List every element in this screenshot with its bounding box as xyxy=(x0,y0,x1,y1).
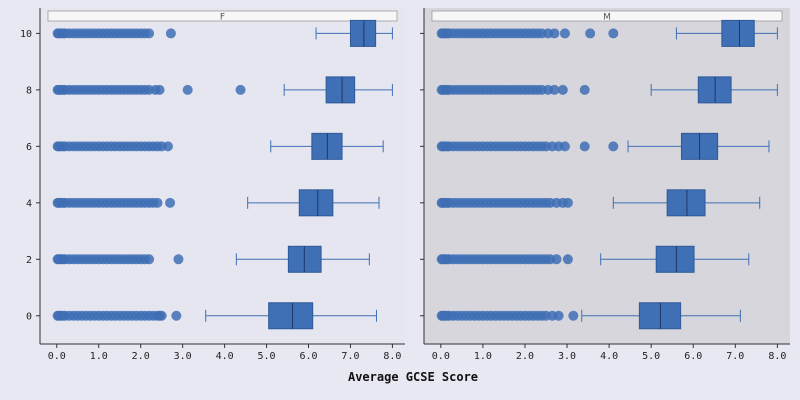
outlier-point xyxy=(173,254,184,265)
outlier-point xyxy=(171,310,182,321)
panel-background xyxy=(40,8,405,344)
strip-label: M xyxy=(603,13,611,23)
outlier-point xyxy=(154,84,165,95)
outlier-point xyxy=(144,254,155,265)
outlier-point xyxy=(557,84,568,95)
x-tick-label: 1.0 xyxy=(90,351,108,362)
x-tick-label: 7.0 xyxy=(726,351,744,362)
outlier-point xyxy=(182,84,193,95)
box-group xyxy=(436,245,750,273)
x-tick-label: 0.0 xyxy=(432,351,450,362)
outlier-point xyxy=(144,28,155,39)
outlier-point xyxy=(235,84,246,95)
x-tick-label: 8.0 xyxy=(383,351,401,362)
x-tick-label: 6.0 xyxy=(299,351,317,362)
box-group xyxy=(436,302,741,330)
outlier-point xyxy=(165,197,176,208)
y-tick-label: 2 xyxy=(26,255,32,266)
panel-f: F 0.0 1.0 2.0 3.0 4.0 5.0 6.0 7.0 8.0 0 2 4 6 8 10 xyxy=(20,8,405,362)
x-tick-label: 0.0 xyxy=(48,351,66,362)
strip-label: F xyxy=(220,13,225,23)
outlier-point xyxy=(551,254,562,265)
y-tick-label: 10 xyxy=(20,29,32,40)
panel-m: M 0.0 1.0 2.0 3.0 4.0 5.0 6.0 7.0 8.0 xyxy=(420,8,790,362)
outlier-point xyxy=(579,141,590,152)
y-tick-label: 8 xyxy=(26,85,32,96)
outlier-point xyxy=(152,197,163,208)
outlier-point xyxy=(608,141,619,152)
x-tick-label: 7.0 xyxy=(341,351,359,362)
box xyxy=(268,302,314,330)
panel-background xyxy=(424,8,790,344)
outlier-point xyxy=(559,141,570,152)
box-group xyxy=(52,302,377,330)
x-tick-label: 4.0 xyxy=(216,351,234,362)
box-group xyxy=(52,189,380,217)
outlier-point xyxy=(165,28,176,39)
outlier-point xyxy=(562,254,573,265)
x-tick-label: 8.0 xyxy=(768,351,786,362)
outlier-point xyxy=(579,84,590,95)
outlier-point xyxy=(549,84,560,95)
strip-header xyxy=(47,10,398,22)
x-tick-label: 5.0 xyxy=(258,351,276,362)
box xyxy=(298,189,334,217)
box-group xyxy=(436,19,778,47)
x-tick-label: 6.0 xyxy=(684,351,702,362)
x-tick-label: 3.0 xyxy=(558,351,576,362)
outlier-point xyxy=(585,28,596,39)
box-group xyxy=(52,76,393,104)
box-group xyxy=(436,76,778,104)
box xyxy=(655,245,695,273)
y-tick-label: 0 xyxy=(26,311,32,322)
outlier-point xyxy=(553,310,564,321)
outlier-point xyxy=(549,28,560,39)
box-group xyxy=(52,132,384,160)
x-tick-label: 3.0 xyxy=(174,351,192,362)
box-group xyxy=(52,245,370,273)
outlier-point xyxy=(562,197,573,208)
x-tick-label: 2.0 xyxy=(516,351,534,362)
x-tick-label: 2.0 xyxy=(132,351,150,362)
x-tick-label: 1.0 xyxy=(474,351,492,362)
outlier-point xyxy=(156,310,167,321)
outlier-point xyxy=(568,310,579,321)
x-tick-label: 5.0 xyxy=(642,351,660,362)
y-tick-label: 6 xyxy=(26,142,32,153)
x-tick-label: 4.0 xyxy=(600,351,618,362)
outlier-point xyxy=(559,28,570,39)
box xyxy=(721,19,755,47)
outlier-point xyxy=(162,141,173,152)
box-group xyxy=(436,132,770,160)
box-group xyxy=(436,189,761,217)
box xyxy=(666,189,706,217)
outlier-point xyxy=(608,28,619,39)
box xyxy=(349,19,377,47)
y-tick-label: 4 xyxy=(26,198,32,209)
strip-header xyxy=(431,10,783,22)
x-axis-label: Average GCSE Score xyxy=(348,370,478,384)
box-group xyxy=(52,19,393,47)
box xyxy=(325,76,356,104)
